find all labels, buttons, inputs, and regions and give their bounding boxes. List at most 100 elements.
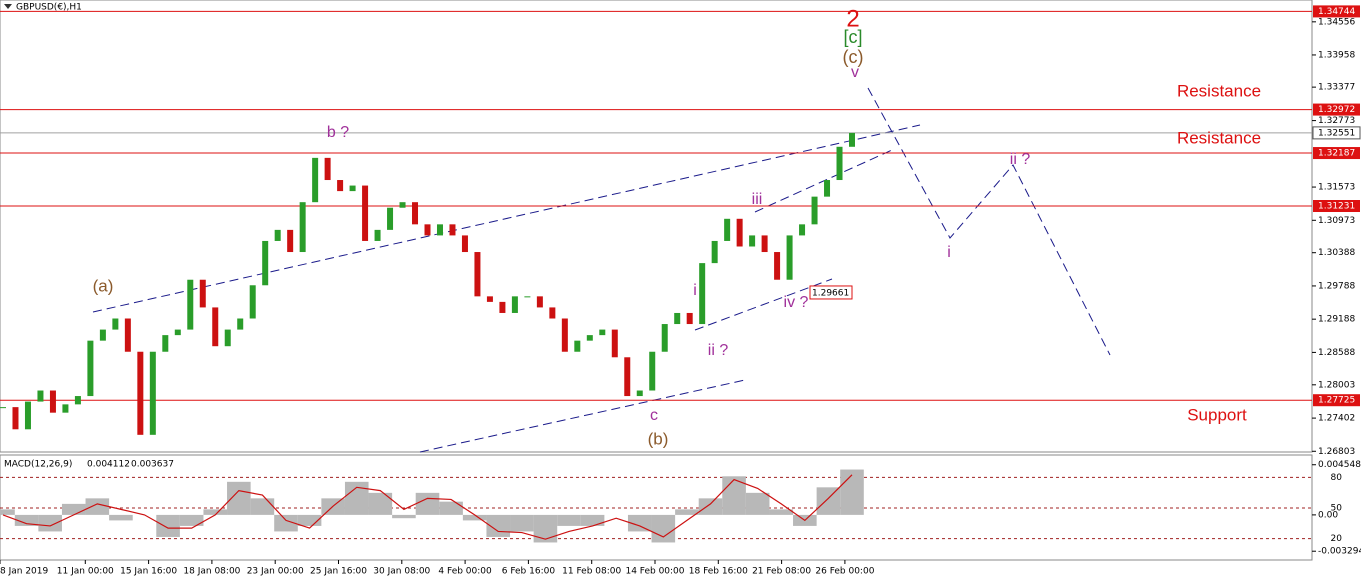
- candle: [149, 351, 156, 435]
- level-box: [1313, 103, 1360, 116]
- histogram-bar: [274, 514, 298, 532]
- candle: [337, 180, 344, 192]
- wave-label: i: [947, 244, 951, 261]
- wave-label: (a): [93, 276, 114, 295]
- candle: [486, 296, 493, 302]
- candle: [761, 235, 768, 253]
- candle: [362, 185, 369, 241]
- candle: [474, 252, 481, 297]
- histogram-bar: [769, 509, 794, 515]
- candle: [674, 312, 681, 325]
- chart-title: GBPUSD(€),H1: [16, 3, 82, 13]
- wave-label: i: [693, 282, 697, 299]
- candle: [836, 146, 843, 181]
- y-tick-label: 1.30973: [1318, 216, 1355, 226]
- y-tick-label: 1.29188: [1318, 315, 1355, 325]
- level-box: [1313, 147, 1360, 160]
- level-label: 1.27725: [1318, 396, 1355, 406]
- candle: [287, 229, 294, 253]
- y-tick-label: 0.00: [1318, 510, 1338, 520]
- candle: [711, 240, 718, 264]
- x-tick-label: 11 Feb 08:00: [562, 567, 621, 577]
- wave-label: (c): [843, 47, 864, 67]
- wave-label: ii ?: [708, 342, 729, 359]
- histogram-bar: [38, 514, 62, 532]
- channel-line: [694, 278, 833, 331]
- candle: [37, 390, 44, 402]
- candle: [112, 318, 119, 330]
- candle: [62, 404, 69, 413]
- channel-line: [92, 124, 921, 313]
- histogram-bar: [698, 498, 723, 515]
- y-tick-label: 1.27402: [1318, 414, 1355, 424]
- histogram-bar: [227, 481, 251, 515]
- y-tick-label: 1.31573: [1318, 183, 1355, 193]
- candle: [561, 318, 568, 352]
- candle: [187, 279, 194, 330]
- histogram-bar: [156, 514, 180, 537]
- x-tick-label: 23 Jan 00:00: [247, 567, 304, 577]
- histogram-bar: [368, 492, 393, 515]
- candle: [74, 396, 81, 405]
- wave-label: ii ?: [1010, 151, 1031, 168]
- y2-tick-label: 20: [1331, 534, 1343, 544]
- candle: [724, 218, 731, 241]
- x-tick-label: 18 Feb 16:00: [689, 567, 748, 577]
- histogram-bar: [651, 514, 676, 543]
- x-tick-label: 6 Feb 16:00: [502, 567, 556, 577]
- histogram-bar: [392, 514, 416, 519]
- candle: [199, 279, 206, 308]
- projection-line: [867, 87, 1111, 356]
- candle: [424, 224, 431, 236]
- candle: [774, 252, 781, 280]
- candle: [412, 202, 419, 225]
- candle: [549, 307, 556, 319]
- histogram-bar: [557, 514, 581, 526]
- y-tick-label: 1.32773: [1318, 116, 1355, 126]
- candle: [624, 357, 631, 397]
- wave-lines: [92, 87, 1111, 453]
- histogram-bar: [675, 509, 699, 515]
- level-label: 1.32972: [1318, 105, 1355, 115]
- y-tick-label: 1.28003: [1318, 380, 1355, 390]
- candle: [399, 202, 406, 208]
- candle: [499, 301, 506, 313]
- histogram-bar: [0, 509, 15, 515]
- wave-label: Support: [1187, 405, 1247, 424]
- wave-label: iii: [752, 191, 763, 208]
- candle: [324, 157, 331, 181]
- histogram-bar: [745, 492, 770, 515]
- x-tick-label: 30 Jan 08:00: [373, 567, 430, 577]
- level-box: [1313, 394, 1360, 407]
- histogram-bar: [61, 503, 86, 515]
- y2-tick-label: 50: [1331, 504, 1343, 514]
- candle: [849, 132, 855, 147]
- x-tick-label: 8 Jan 2019: [0, 567, 48, 577]
- wave-label: [c]: [843, 27, 862, 47]
- wave-label: c: [650, 407, 658, 424]
- y2-tick-label: 80: [1331, 473, 1343, 483]
- histogram-bar: [85, 498, 110, 515]
- price-panel: [0, 0, 1313, 453]
- wave-label: b ?: [327, 124, 349, 141]
- channel-line: [754, 149, 893, 213]
- macd-value: 0.004112: [87, 460, 130, 470]
- x-tick-label: 26 Feb 00:00: [815, 567, 874, 577]
- y-tick-label: 1.30388: [1318, 248, 1355, 258]
- histogram-bar: [14, 514, 39, 526]
- candle: [449, 224, 456, 236]
- x-tick-label: 11 Jan 00:00: [57, 567, 114, 577]
- candle: [262, 240, 269, 286]
- candle: [824, 180, 831, 197]
- y-tick-label: 1.26803: [1318, 447, 1355, 457]
- wave-label: Resistance: [1177, 128, 1261, 147]
- candle: [12, 407, 19, 430]
- candle: [799, 224, 806, 236]
- histogram-bar: [415, 492, 440, 515]
- candle: [162, 335, 169, 352]
- candle: [586, 335, 593, 341]
- level-label: 1.31231: [1318, 202, 1355, 212]
- menu-arrow[interactable]: [4, 4, 12, 9]
- level-box: [1313, 200, 1360, 213]
- candle: [461, 235, 468, 253]
